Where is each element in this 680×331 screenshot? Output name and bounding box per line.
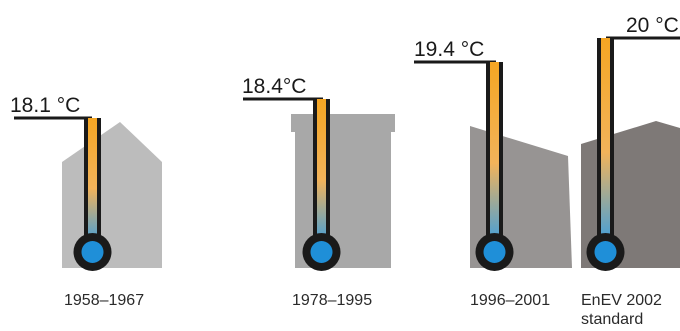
thermometer-enev-2002 — [586, 36, 680, 271]
period-label-2: 1978–1995 — [292, 292, 372, 309]
temperature-label-4: 20 °C — [626, 14, 679, 37]
temperature-label-3: 19.4 °C — [414, 38, 484, 61]
period-label-4: EnEV 2002 — [581, 292, 662, 309]
temperature-label-1: 18.1 °C — [10, 94, 80, 117]
thermometer-1996-2001 — [414, 60, 514, 271]
period-label-3: 1996–2001 — [470, 292, 550, 309]
thermometer-1978-1995 — [243, 97, 341, 271]
period-label-4-line2: standard — [581, 311, 643, 328]
temperature-label-2: 18.4°C — [242, 75, 306, 98]
thermometer-1958-1967 — [14, 116, 112, 271]
period-label-1: 1958–1967 — [64, 292, 144, 309]
